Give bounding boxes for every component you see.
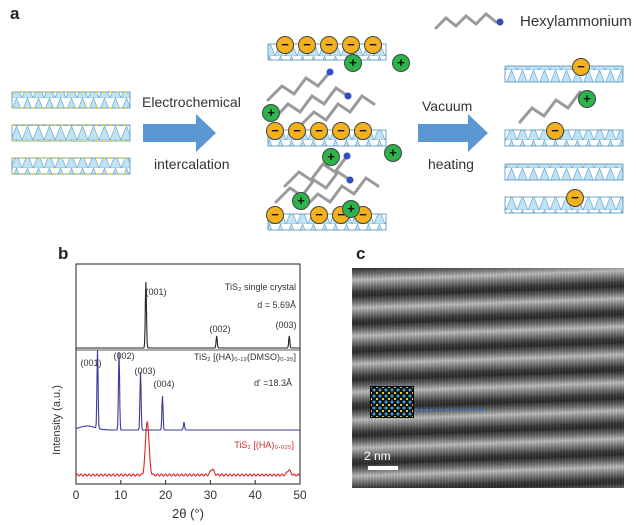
anion-minus-icon: −: [266, 206, 284, 224]
xrd-trace-2: [75, 420, 301, 477]
scale-bar: [368, 466, 398, 470]
cation-plus-icon: +: [384, 144, 402, 162]
anion-minus-icon: −: [320, 36, 338, 54]
x-tick-label-50: 50: [293, 488, 306, 502]
anion-minus-icon: −: [266, 122, 284, 140]
x-tick-label-0: 0: [73, 488, 80, 502]
cation-plus-icon: +: [342, 200, 360, 218]
peak-label-001b: (001): [80, 358, 101, 368]
label-d1: d = 5.69Å: [257, 300, 296, 310]
xrd-trace-0: [76, 281, 300, 349]
label-d2: d' =18.3Å: [254, 378, 292, 388]
anion-minus-icon: −: [566, 189, 584, 207]
label-intercalated: TiS₂ [(HA)₀.₁₉(DMSO)₀.₃₅]: [194, 352, 296, 362]
anion-minus-icon: −: [310, 122, 328, 140]
anion-minus-icon: −: [332, 122, 350, 140]
label-heated: TiS₂ [(HA)₀.₀₂₅]: [234, 440, 294, 450]
x-tick-label-40: 40: [249, 488, 263, 502]
xrd-chart: 0 10 20 30 40 50 Intensity (a.u.) 2θ (°) TiS₂…: [51, 263, 306, 521]
cation-plus-icon: +: [344, 54, 362, 72]
anion-minus-icon: −: [354, 122, 372, 140]
cation-plus-icon: +: [322, 148, 340, 166]
hexylammonium-label: Hexylammonium: [520, 13, 632, 30]
tem-image: 2 nm: [352, 268, 624, 488]
x-tick-label-20: 20: [159, 488, 173, 502]
cation-plus-icon: +: [262, 104, 280, 122]
y-axis-label: Intensity (a.u.): [51, 385, 63, 455]
step2-label-top: Vacuum: [422, 98, 473, 114]
pristine-stack: [11, 91, 131, 175]
cation-plus-icon: +: [392, 54, 410, 72]
peak-label-003b: (003): [134, 366, 155, 376]
heated-stack: [504, 65, 624, 214]
anion-minus-icon: −: [364, 36, 382, 54]
anion-minus-icon: −: [572, 58, 590, 76]
label-single-crystal: TiS₂ single crystal: [225, 282, 296, 292]
panel-a-schematic: [11, 11, 624, 231]
tem-overlay-dots: [414, 408, 484, 412]
tem-inset-structure: [370, 386, 414, 418]
intercalated-stack: [266, 43, 387, 231]
hexylammonium-molecule-icon: [434, 11, 504, 30]
peak-label-004b: (004): [153, 379, 174, 389]
arrow-intercalation: [143, 114, 216, 152]
x-tick-label-10: 10: [114, 488, 128, 502]
panel-b-letter: b: [58, 244, 69, 263]
arrow-heating: [418, 114, 488, 152]
anion-minus-icon: −: [288, 122, 306, 140]
scale-bar-label: 2 nm: [364, 449, 391, 463]
cation-plus-icon: +: [578, 90, 596, 108]
x-tick-label-30: 30: [204, 488, 218, 502]
peak-label-002b: (002): [113, 351, 134, 361]
step1-label-bottom: intercalation: [154, 156, 230, 172]
step1-label-top: Electrochemical: [142, 94, 241, 110]
panel-a-letter: a: [10, 4, 20, 23]
anion-minus-icon: −: [298, 36, 316, 54]
xrd-trace-1: [75, 350, 300, 431]
x-axis-label: 2θ (°): [172, 506, 204, 521]
step2-label-bottom: heating: [428, 156, 474, 172]
cation-plus-icon: +: [292, 192, 310, 210]
anion-minus-icon: −: [276, 36, 294, 54]
peak-label-001a: (001): [145, 287, 166, 297]
panel-c-letter: c: [356, 244, 366, 263]
anion-minus-icon: −: [310, 206, 328, 224]
anion-minus-icon: −: [342, 36, 360, 54]
peak-label-002a: (002): [209, 324, 230, 334]
anion-minus-icon: −: [546, 122, 564, 140]
peak-label-003a: (003): [275, 320, 296, 330]
